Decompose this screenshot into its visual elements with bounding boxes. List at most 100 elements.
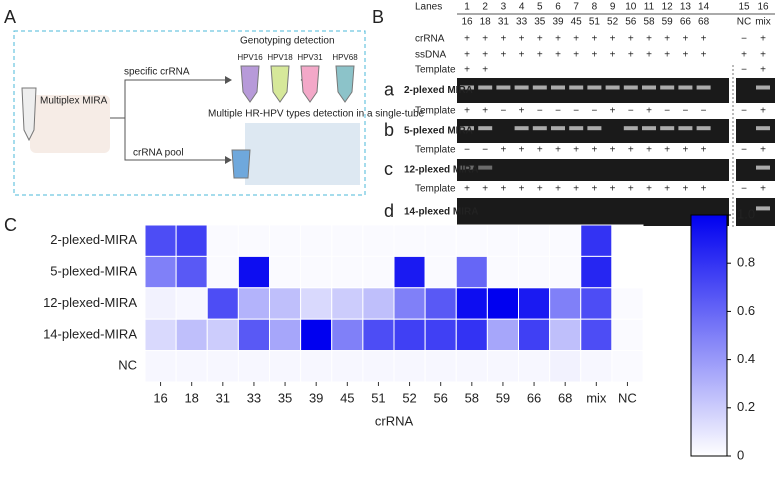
sign: + [482, 50, 488, 61]
gel [457, 119, 729, 143]
sign: + [482, 184, 488, 195]
sign: + [482, 106, 488, 117]
heat-cell [206, 287, 239, 320]
gel-band [756, 85, 770, 90]
sign: + [500, 34, 506, 45]
colorbar-label: 0.4 [737, 351, 755, 366]
lane-number: 4 [519, 2, 525, 13]
sign: + [646, 50, 652, 61]
sign: + [682, 184, 688, 195]
section-title: Genotyping detection [240, 36, 335, 47]
heat-cell [175, 224, 208, 257]
x-tick-label: 18 [184, 390, 198, 405]
heat-cell [393, 255, 426, 289]
gel-letter: d [384, 201, 394, 221]
heat-cell [518, 224, 551, 257]
gel [457, 198, 729, 226]
lane-number: 12 [662, 2, 674, 13]
gel-band [660, 126, 675, 131]
heat-cell [611, 224, 644, 257]
sign: + [701, 145, 707, 156]
sign: + [610, 184, 616, 195]
sign: + [573, 50, 579, 61]
gel-band [756, 206, 770, 211]
sign: − [741, 34, 747, 45]
sign: + [646, 145, 652, 156]
gel-band [460, 126, 474, 131]
sign: + [664, 34, 670, 45]
gel [457, 159, 729, 181]
heat-cell [518, 318, 551, 352]
crrna-name: 18 [480, 17, 492, 28]
gel-band [460, 85, 474, 90]
sign: + [591, 184, 597, 195]
sign: + [555, 184, 561, 195]
heat-cell [300, 350, 333, 383]
tube [335, 65, 355, 103]
tube-label: HPV16 [237, 53, 263, 62]
sign: + [537, 50, 543, 61]
crrna-name: NC [737, 17, 751, 28]
gel-band [551, 126, 565, 131]
sign: + [664, 145, 670, 156]
gel-band [478, 165, 493, 170]
sign: + [500, 184, 506, 195]
sign: + [760, 34, 766, 45]
x-tick-label: 51 [371, 390, 385, 405]
heat-cell [580, 318, 613, 352]
tube-label: HPV68 [332, 53, 358, 62]
x-tick-label: 68 [558, 390, 572, 405]
sign: − [701, 106, 707, 117]
gel-letter: a [384, 79, 395, 99]
sign: + [701, 34, 707, 45]
gel-letter: c [384, 159, 393, 179]
heat-cell [175, 318, 208, 352]
gel-band [514, 126, 529, 131]
sign: + [682, 145, 688, 156]
gel-band [756, 126, 770, 131]
gel-band [514, 85, 529, 90]
sign: + [591, 50, 597, 61]
x-tick-label: 66 [527, 390, 541, 405]
heat-cell [206, 255, 239, 289]
gel [736, 119, 775, 143]
crrna-name: 56 [625, 17, 637, 28]
gel-name: 12-plexed MIRA [404, 165, 478, 176]
heat-cell [580, 255, 613, 289]
sign: + [573, 34, 579, 45]
colorbar [690, 214, 728, 457]
sign: + [646, 34, 652, 45]
sign: + [664, 50, 670, 61]
sign: − [664, 106, 670, 117]
row-label: Template [415, 184, 456, 195]
gel-band [551, 85, 565, 90]
heat-cell [424, 224, 457, 257]
mira-mix [30, 95, 110, 153]
sign: + [519, 145, 525, 156]
x-tick-label: 59 [496, 390, 510, 405]
sign: + [646, 184, 652, 195]
lane-number: 10 [625, 2, 637, 13]
x-tick-label: NC [618, 390, 637, 405]
heat-cell [300, 224, 333, 257]
lane-number: 11 [644, 2, 655, 13]
heat-cell [611, 350, 644, 383]
heat-cell [455, 318, 488, 352]
branch-label: crRNA pool [133, 148, 184, 159]
heat-cell [300, 287, 333, 320]
heat-cell [455, 287, 488, 320]
sign: − [628, 106, 634, 117]
sign: + [573, 145, 579, 156]
heat-cell [486, 255, 519, 289]
sign: + [464, 50, 470, 61]
heat-cell [269, 350, 302, 383]
heat-cell [580, 224, 613, 257]
colorbar-label: 1.0 [737, 206, 755, 221]
heat-cell [331, 350, 364, 383]
tube-label: HPV18 [267, 53, 293, 62]
sign: − [537, 106, 543, 117]
heat-cell [362, 318, 395, 352]
heat-cell [269, 287, 302, 320]
sign: + [760, 184, 766, 195]
